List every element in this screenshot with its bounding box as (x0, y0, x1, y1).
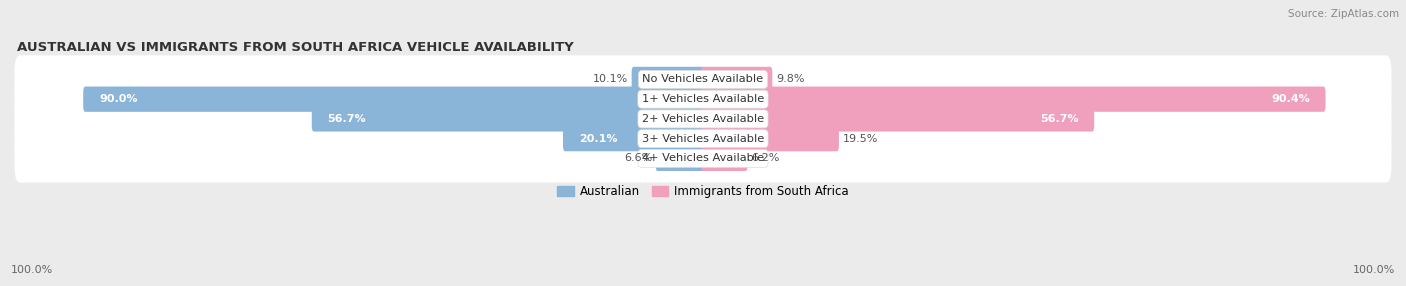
Text: 10.1%: 10.1% (593, 74, 628, 84)
Text: Source: ZipAtlas.com: Source: ZipAtlas.com (1288, 9, 1399, 19)
FancyBboxPatch shape (14, 55, 1392, 104)
FancyBboxPatch shape (14, 95, 1392, 143)
Text: 6.2%: 6.2% (751, 153, 779, 163)
FancyBboxPatch shape (14, 134, 1392, 182)
FancyBboxPatch shape (631, 67, 704, 92)
FancyBboxPatch shape (312, 106, 704, 132)
Text: No Vehicles Available: No Vehicles Available (643, 74, 763, 84)
FancyBboxPatch shape (702, 146, 748, 171)
FancyBboxPatch shape (702, 126, 839, 151)
FancyBboxPatch shape (655, 146, 704, 171)
Text: 90.4%: 90.4% (1271, 94, 1310, 104)
Text: 20.1%: 20.1% (579, 134, 617, 144)
Text: 4+ Vehicles Available: 4+ Vehicles Available (643, 153, 763, 163)
Text: AUSTRALIAN VS IMMIGRANTS FROM SOUTH AFRICA VEHICLE AVAILABILITY: AUSTRALIAN VS IMMIGRANTS FROM SOUTH AFRI… (17, 41, 574, 54)
FancyBboxPatch shape (702, 106, 1094, 132)
Text: 9.8%: 9.8% (776, 74, 804, 84)
FancyBboxPatch shape (702, 87, 1326, 112)
Text: 19.5%: 19.5% (842, 134, 877, 144)
FancyBboxPatch shape (562, 126, 704, 151)
Text: 3+ Vehicles Available: 3+ Vehicles Available (643, 134, 763, 144)
FancyBboxPatch shape (83, 87, 704, 112)
FancyBboxPatch shape (14, 115, 1392, 163)
Text: 1+ Vehicles Available: 1+ Vehicles Available (643, 94, 763, 104)
Text: 100.0%: 100.0% (11, 265, 53, 275)
Text: 56.7%: 56.7% (328, 114, 366, 124)
Text: 2+ Vehicles Available: 2+ Vehicles Available (643, 114, 763, 124)
Text: 6.6%: 6.6% (624, 153, 652, 163)
Text: 90.0%: 90.0% (98, 94, 138, 104)
Text: 56.7%: 56.7% (1040, 114, 1078, 124)
FancyBboxPatch shape (702, 67, 772, 92)
Legend: Australian, Immigrants from South Africa: Australian, Immigrants from South Africa (553, 180, 853, 203)
Text: 100.0%: 100.0% (1353, 265, 1395, 275)
FancyBboxPatch shape (14, 75, 1392, 123)
